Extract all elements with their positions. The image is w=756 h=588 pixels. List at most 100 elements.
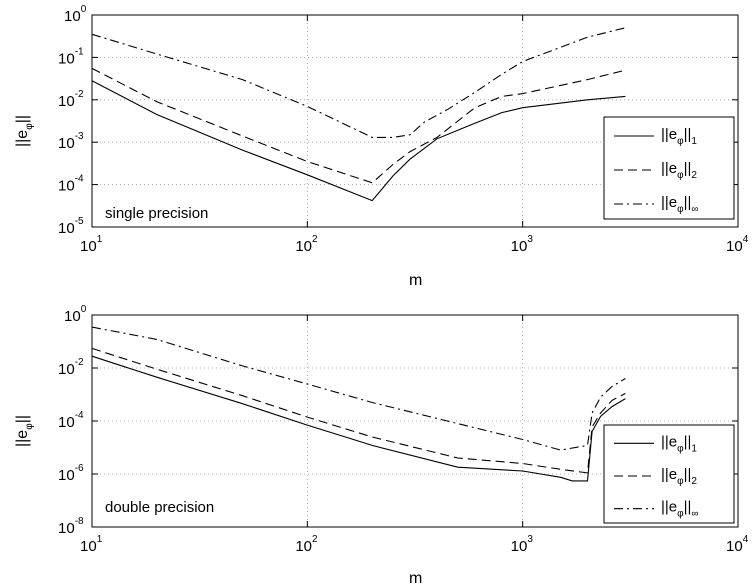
tick-base: 10 <box>511 538 528 555</box>
x-axis-label: m <box>409 570 422 587</box>
tick-base: 10 <box>64 8 81 25</box>
tick-exponent: 4 <box>743 234 749 245</box>
y-label-end: || <box>14 415 31 423</box>
legend-label-3: ||eφ||∞ <box>661 194 699 215</box>
y-tick-label: 10-3 <box>58 131 84 152</box>
y-tick-label: 10-4 <box>58 174 84 195</box>
tick-exponent: -5 <box>75 216 84 227</box>
x-tick-label: 104 <box>726 234 749 255</box>
legend-name: ||e <box>661 194 677 211</box>
axes-frame <box>91 314 739 528</box>
legend-norm-bars: || <box>684 126 692 143</box>
y-tick-label: 10-5 <box>58 216 84 237</box>
legend-norm-bars: || <box>684 466 692 483</box>
x-tick-label: 101 <box>80 534 103 555</box>
y-label-subscript: φ <box>24 123 35 130</box>
tick-base: 10 <box>58 220 75 237</box>
legend-norm-bars: || <box>684 433 692 450</box>
chart-panel-1: 101 102 103 10410-510-410-310-210-1100singl… <box>14 4 749 289</box>
legend-subscript: φ <box>677 170 684 181</box>
tick-base: 10 <box>295 238 312 255</box>
y-tick-label: 10-4 <box>58 410 84 431</box>
legend-norm-index: 2 <box>691 476 697 487</box>
legend-norm-index: 1 <box>691 443 697 454</box>
legend-norm-bars: || <box>684 160 692 177</box>
legend-subscript: φ <box>677 476 684 487</box>
legend-norm-index: 2 <box>691 170 697 181</box>
series-line-3 <box>91 27 626 138</box>
legend-label-3: ||eφ||∞ <box>661 499 699 520</box>
x-tick-label: 102 <box>295 234 318 255</box>
y-tick-label: 10-6 <box>58 463 84 484</box>
legend-norm-index: ∞ <box>691 509 698 520</box>
legend-name: ||e <box>661 466 677 483</box>
tick-base: 10 <box>64 308 81 325</box>
series-line-1 <box>91 80 626 202</box>
precision-annotation: single precision <box>105 205 208 222</box>
x-tick-label: 103 <box>511 234 534 255</box>
tick-exponent: -2 <box>75 357 84 368</box>
y-tick-label: 10-8 <box>58 516 84 537</box>
y-label-subscript: φ <box>24 423 35 430</box>
x-tick-label: 102 <box>295 534 318 555</box>
legend-name: ||e <box>661 126 677 143</box>
series-line-1 <box>91 355 626 482</box>
tick-exponent: 2 <box>312 234 318 245</box>
tick-base: 10 <box>58 520 75 537</box>
y-tick-label: 100 <box>64 4 87 25</box>
legend-label-1: ||eφ||1 <box>661 433 697 454</box>
legend-name: ||e <box>661 433 677 450</box>
tick-exponent: -1 <box>75 46 84 57</box>
tick-base: 10 <box>58 93 75 110</box>
tick-base: 10 <box>80 238 97 255</box>
legend-label-1: ||eφ||1 <box>661 126 697 147</box>
legend-subscript: φ <box>677 443 684 454</box>
y-label-base: ||e <box>14 430 31 447</box>
x-tick-label: 103 <box>511 534 534 555</box>
y-label-end: || <box>14 115 31 123</box>
legend-subscript: φ <box>677 509 684 520</box>
tick-base: 10 <box>58 467 75 484</box>
legend-norm-bars: || <box>684 194 692 211</box>
tick-base: 10 <box>58 178 75 195</box>
axes-frame <box>91 14 739 228</box>
tick-exponent: 2 <box>312 534 318 545</box>
tick-base: 10 <box>726 238 743 255</box>
x-tick-label: 101 <box>80 234 103 255</box>
legend-box <box>603 424 735 524</box>
legend-box <box>603 116 735 220</box>
tick-exponent: -8 <box>75 516 84 527</box>
series-line-2 <box>91 67 626 184</box>
tick-exponent: 0 <box>81 304 87 315</box>
legend-label-2: ||eφ||2 <box>661 466 697 487</box>
legend-norm-bars: || <box>684 499 692 516</box>
tick-exponent: 3 <box>527 534 533 545</box>
tick-exponent: -2 <box>75 89 84 100</box>
tick-exponent: 1 <box>97 234 103 245</box>
series-line-3 <box>91 326 626 451</box>
precision-annotation: double precision <box>105 499 214 516</box>
tick-exponent: -4 <box>75 174 84 185</box>
tick-base: 10 <box>80 538 97 555</box>
legend-name: ||e <box>661 499 677 516</box>
y-axis-label: ||eφ|| <box>14 115 35 147</box>
tick-base: 10 <box>58 135 75 152</box>
y-tick-label: 10-1 <box>58 46 84 67</box>
x-axis-label: m <box>409 272 422 289</box>
y-axis-label: ||eφ|| <box>14 415 35 447</box>
tick-base: 10 <box>726 538 743 555</box>
tick-base: 10 <box>295 538 312 555</box>
x-tick-label: 104 <box>726 534 749 555</box>
tick-base: 10 <box>58 361 75 378</box>
tick-exponent: -3 <box>75 131 84 142</box>
tick-exponent: 4 <box>743 534 749 545</box>
tick-exponent: 3 <box>527 234 533 245</box>
legend-norm-index: 1 <box>691 136 697 147</box>
legend-subscript: φ <box>677 136 684 147</box>
tick-exponent: 1 <box>97 534 103 545</box>
y-tick-label: 10-2 <box>58 357 84 378</box>
legend-name: ||e <box>661 160 677 177</box>
legend-norm-index: ∞ <box>691 204 698 215</box>
